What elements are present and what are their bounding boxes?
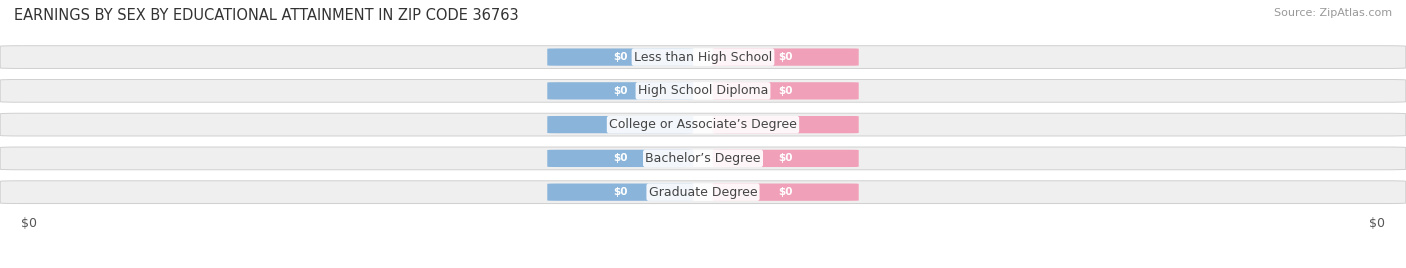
Text: $0: $0	[613, 120, 627, 130]
FancyBboxPatch shape	[0, 46, 1406, 68]
Text: $0: $0	[21, 218, 37, 230]
FancyBboxPatch shape	[547, 150, 693, 167]
Text: $0: $0	[779, 86, 793, 96]
Text: $0: $0	[779, 153, 793, 163]
Text: College or Associate’s Degree: College or Associate’s Degree	[609, 118, 797, 131]
FancyBboxPatch shape	[547, 116, 693, 133]
Text: $0: $0	[779, 52, 793, 62]
Text: $0: $0	[613, 52, 627, 62]
Text: Less than High School: Less than High School	[634, 51, 772, 64]
FancyBboxPatch shape	[547, 49, 693, 66]
FancyBboxPatch shape	[713, 184, 859, 201]
FancyBboxPatch shape	[547, 184, 693, 201]
Text: Bachelor’s Degree: Bachelor’s Degree	[645, 152, 761, 165]
Text: High School Diploma: High School Diploma	[638, 84, 768, 97]
Text: $0: $0	[1369, 218, 1385, 230]
Text: Source: ZipAtlas.com: Source: ZipAtlas.com	[1274, 8, 1392, 18]
FancyBboxPatch shape	[713, 82, 859, 99]
Text: $0: $0	[613, 86, 627, 96]
FancyBboxPatch shape	[713, 49, 859, 66]
FancyBboxPatch shape	[713, 116, 859, 133]
Text: $0: $0	[613, 187, 627, 197]
FancyBboxPatch shape	[0, 147, 1406, 170]
Text: $0: $0	[779, 187, 793, 197]
FancyBboxPatch shape	[713, 150, 859, 167]
Text: EARNINGS BY SEX BY EDUCATIONAL ATTAINMENT IN ZIP CODE 36763: EARNINGS BY SEX BY EDUCATIONAL ATTAINMEN…	[14, 8, 519, 23]
FancyBboxPatch shape	[0, 113, 1406, 136]
Legend: Male, Female: Male, Female	[631, 267, 775, 268]
FancyBboxPatch shape	[547, 82, 693, 99]
FancyBboxPatch shape	[0, 181, 1406, 203]
Text: $0: $0	[613, 153, 627, 163]
Text: Graduate Degree: Graduate Degree	[648, 186, 758, 199]
FancyBboxPatch shape	[0, 80, 1406, 102]
Text: $0: $0	[779, 120, 793, 130]
